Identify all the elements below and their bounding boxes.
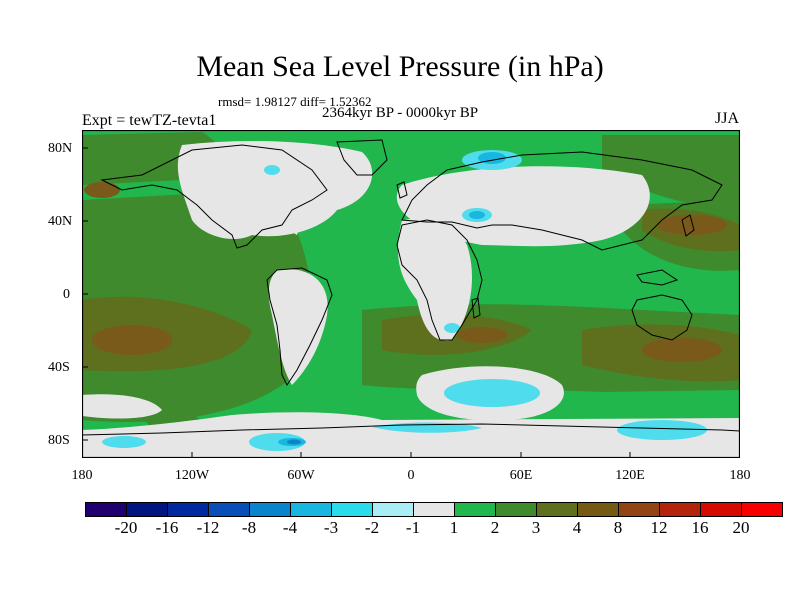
lon-label-180e: 180	[729, 468, 751, 483]
stats-label: rmsd= 1.98127 diff= 1.52362	[218, 94, 372, 109]
colorbar-label: 12	[650, 518, 668, 537]
colorbar-swatch	[249, 502, 291, 517]
colorbar-label: -8	[241, 518, 257, 537]
experiment-label: Expt = tewTZ-tevta1	[82, 112, 217, 129]
colorbar-swatch	[208, 502, 250, 517]
colorbar-label: 16	[691, 518, 709, 537]
colorbar-label: 4	[572, 518, 582, 537]
lon-label-180w: 180	[71, 468, 93, 483]
lon-label-0: 0	[407, 468, 415, 483]
season-label: JJA	[715, 110, 740, 127]
pressure-map	[82, 130, 740, 458]
colorbar-swatch	[290, 502, 332, 517]
period-label: 2364kyr BP - 0000kyr BP	[322, 105, 479, 121]
colorbar-swatch	[536, 502, 578, 517]
strongest-negative	[287, 439, 301, 445]
colorbar-swatch	[454, 502, 496, 517]
colorbar-label: 3	[531, 518, 541, 537]
lat-label-40s: 40S	[48, 360, 70, 375]
lat-ticks	[82, 147, 88, 441]
colorbar-label: -2	[364, 518, 380, 537]
lon-label-60e: 60E	[509, 468, 533, 483]
colorbar-label: -12	[196, 518, 220, 537]
colorbar-swatch	[741, 502, 783, 517]
colorbar-label: -16	[155, 518, 179, 537]
lat-label-80n: 80N	[48, 141, 73, 156]
colorbar-swatch	[372, 502, 414, 517]
lon-label-120e: 120E	[615, 468, 645, 483]
colorbar-swatch	[126, 502, 168, 517]
colorbar-swatch	[331, 502, 373, 517]
colorbar-label: -1	[405, 518, 421, 537]
neutral-areas	[82, 140, 740, 458]
colorbar-swatch	[577, 502, 619, 517]
colorbar-label: -3	[323, 518, 339, 537]
colorbar-swatch	[659, 502, 701, 517]
colorbar-swatch	[700, 502, 742, 517]
colorbar-label: -4	[282, 518, 298, 537]
colorbar-label: 1	[449, 518, 459, 537]
lon-label-120w: 120W	[174, 468, 210, 483]
lat-label-40n: 40N	[48, 214, 73, 229]
colorbar	[85, 502, 783, 517]
colorbar-label: 8	[613, 518, 623, 537]
brown-cores	[84, 182, 727, 362]
colorbar-swatch	[85, 502, 127, 517]
colorbar-label: -20	[114, 518, 138, 537]
colorbar-swatch	[167, 502, 209, 517]
lat-label-80s: 80S	[48, 433, 70, 448]
lat-label-0: 0	[63, 287, 70, 302]
negative-anomalies	[102, 150, 707, 451]
colorbar-label: 20	[732, 518, 750, 537]
chart-title: Mean Sea Level Pressure (in hPa)	[196, 50, 604, 83]
colorbar-swatch	[495, 502, 537, 517]
colorbar-swatch	[618, 502, 660, 517]
colorbar-swatch	[413, 502, 455, 517]
lon-ticks	[191, 452, 631, 458]
coastlines	[82, 139, 740, 436]
lon-label-60w: 60W	[287, 468, 315, 483]
colorbar-label: 2	[490, 518, 500, 537]
